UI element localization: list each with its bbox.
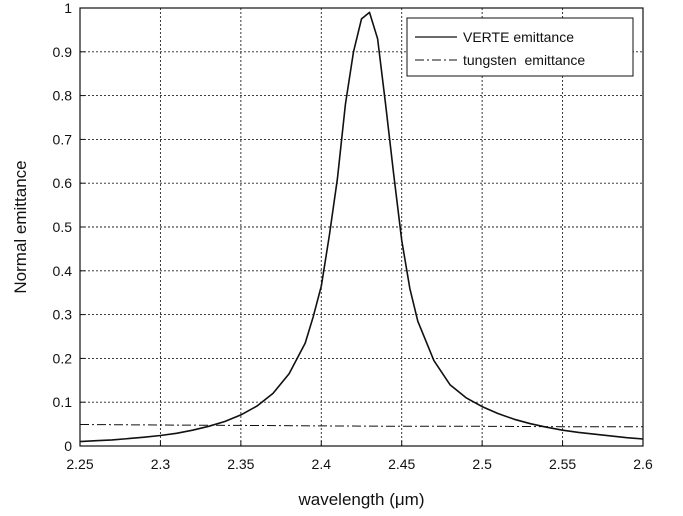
ticks-layer: 2.25 2.3 2.35 2.4 2.45 2.5 2.55 2.6 0 0.1 0.2 0.3 0.… bbox=[53, 0, 653, 472]
y-axis-label: Normal emittance bbox=[11, 160, 30, 293]
y-tick-label: 0.2 bbox=[53, 350, 73, 366]
x-tick-label: 2.35 bbox=[227, 456, 254, 472]
legend-box bbox=[406, 17, 634, 77]
x-tick-label: 2.4 bbox=[312, 456, 332, 472]
legend-label-verte: VERTE emittance bbox=[463, 29, 574, 45]
y-tick-label: 0.9 bbox=[53, 44, 73, 60]
y-tick-label: 0.5 bbox=[53, 219, 73, 235]
tungsten-emittance-line bbox=[79, 424, 643, 428]
x-tick-label: 2.3 bbox=[151, 456, 171, 472]
legend-label-tungsten: tungsten emittance bbox=[463, 52, 585, 68]
y-tick-label: 0.8 bbox=[53, 88, 73, 104]
legend: VERTE emittance tungsten emittance bbox=[406, 17, 634, 77]
x-tick-label: 2.55 bbox=[549, 456, 576, 472]
x-tick-label: 2.25 bbox=[66, 456, 93, 472]
y-tick-label: 0.7 bbox=[53, 131, 73, 147]
y-tick-label: 0.6 bbox=[53, 175, 73, 191]
y-tick-label: 0.3 bbox=[53, 307, 73, 323]
x-axis-label: wavelength (μm) bbox=[297, 490, 424, 509]
verte-emittance-line bbox=[79, 11, 644, 443]
x-tick-label: 2.45 bbox=[388, 456, 415, 472]
series-layer bbox=[79, 11, 644, 443]
y-tick-label: 1 bbox=[64, 0, 72, 16]
y-tick-label: 0 bbox=[64, 438, 72, 454]
y-tick-label: 0.1 bbox=[53, 394, 73, 410]
y-tick-label: 0.4 bbox=[53, 263, 73, 279]
x-tick-label: 2.5 bbox=[472, 456, 492, 472]
x-tick-label: 2.6 bbox=[633, 456, 653, 472]
